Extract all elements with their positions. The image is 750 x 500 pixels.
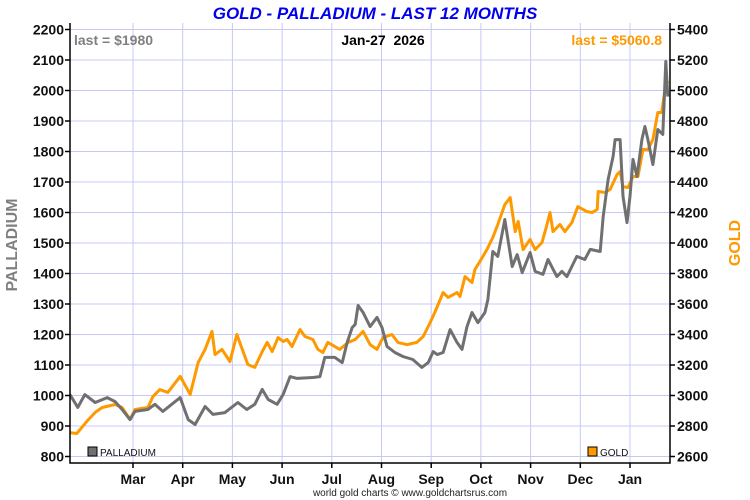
x-tick-label: Mar — [121, 471, 146, 487]
chart-title: GOLD - PALLADIUM - LAST 12 MONTHS — [213, 4, 538, 23]
left-tick-label: 2000 — [33, 83, 64, 99]
left-tick-label: 1100 — [34, 357, 65, 373]
right-tick-label: 4800 — [677, 113, 708, 129]
x-tick-label: Aug — [368, 471, 395, 487]
left-tick-label: 1300 — [33, 296, 64, 312]
legend-label-palladium: PALLADIUM — [100, 448, 156, 459]
legend-swatch-gold — [587, 446, 598, 457]
x-tick-label: Jun — [270, 471, 295, 487]
x-tick-label: Sep — [418, 471, 444, 487]
left-tick-label: 1800 — [33, 144, 64, 160]
left-tick-label: 2200 — [33, 22, 64, 38]
axes: 800 900 1000 1100 1200 1300 1400 1500 1600 1700 18… — [33, 22, 709, 488]
right-tick-label: 3200 — [677, 357, 708, 373]
right-tick-label: 2800 — [677, 418, 708, 434]
left-tick-label: 1200 — [33, 327, 64, 343]
left-tick-label: 1500 — [33, 235, 64, 251]
left-tick-label: 1000 — [33, 388, 64, 404]
right-tick-label: 3800 — [677, 266, 708, 282]
right-tick-label: 5400 — [677, 22, 708, 38]
series-lines — [68, 60, 670, 435]
left-tick-label: 1400 — [33, 266, 64, 282]
right-tick-label: 4400 — [677, 174, 708, 190]
series-line-palladium — [68, 60, 670, 426]
right-tick-label: 5200 — [677, 52, 708, 68]
left-tick-label: 900 — [41, 418, 65, 434]
series-line-gold — [69, 80, 670, 435]
right-axis-title: GOLD — [727, 220, 744, 266]
legend-gold: GOLD — [587, 446, 628, 459]
gold-last-label: last = $5060.8 — [571, 32, 662, 48]
palladium-last-label: last = $1980 — [74, 32, 153, 48]
left-tick-label: 1600 — [33, 205, 64, 221]
legend-swatch-palladium — [87, 446, 98, 457]
right-tick-label: 5000 — [677, 83, 708, 99]
right-tick-label: 4600 — [677, 144, 708, 160]
x-tick-label: May — [219, 471, 246, 487]
x-tick-label: Jul — [322, 471, 342, 487]
left-tick-label: 800 — [41, 449, 65, 465]
date-label: Jan-27 2026 — [341, 32, 424, 48]
grid — [70, 23, 670, 463]
x-tick-label: Oct — [469, 471, 493, 487]
right-tick-label: 4000 — [677, 235, 708, 251]
right-tick-label: 3000 — [677, 388, 708, 404]
right-tick-label: 4200 — [677, 205, 708, 221]
footer-credit: world gold charts © www.goldchartsrus.co… — [312, 488, 507, 499]
x-tick-label: Apr — [171, 471, 196, 487]
x-tick-label: Jan — [618, 471, 642, 487]
legend-palladium: PALLADIUM — [87, 446, 156, 459]
left-axis-title: PALLADIUM — [4, 198, 21, 291]
x-tick-label: Nov — [517, 471, 544, 487]
x-tick-label: Dec — [567, 471, 593, 487]
right-tick-label: 3400 — [677, 327, 708, 343]
legend-label-gold: GOLD — [600, 448, 628, 459]
left-tick-label: 1900 — [33, 113, 64, 129]
right-tick-label: 3600 — [677, 296, 708, 312]
plot-frame — [69, 23, 671, 464]
right-tick-label: 2600 — [677, 449, 708, 465]
left-tick-label: 2100 — [33, 52, 64, 68]
left-tick-label: 1700 — [33, 174, 64, 190]
